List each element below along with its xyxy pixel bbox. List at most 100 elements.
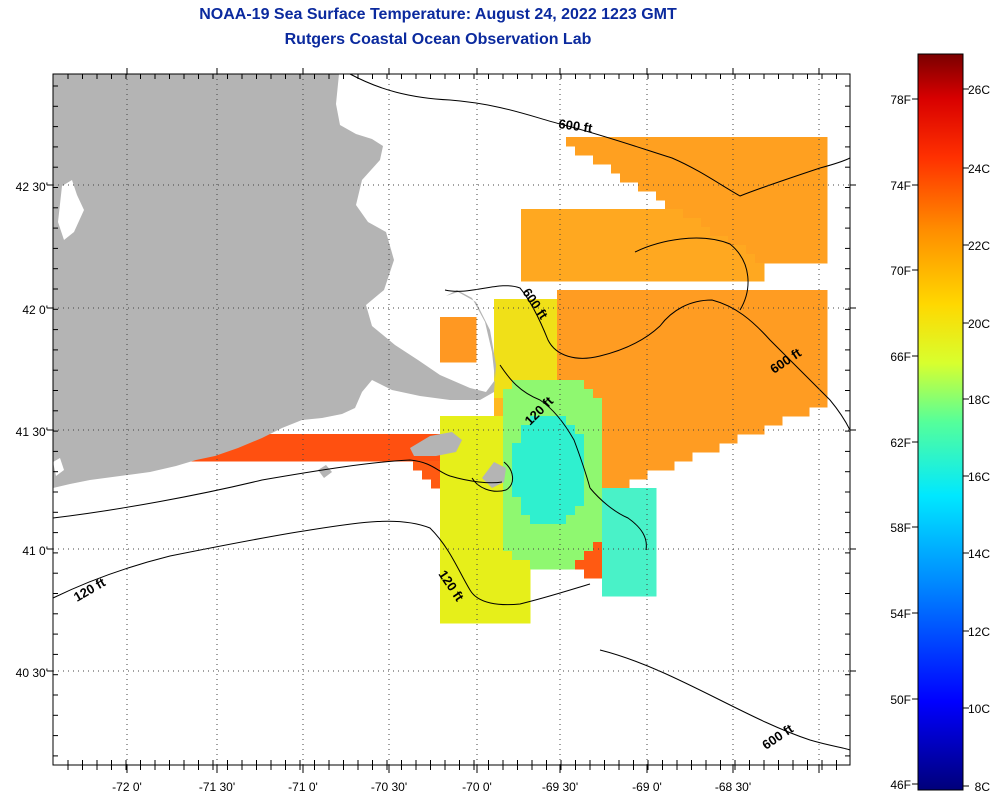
sst-cell [782, 317, 792, 327]
sst-cell [521, 218, 531, 228]
sst-cell [512, 596, 522, 606]
sst-cell [512, 389, 522, 399]
sst-cell [782, 308, 792, 318]
sst-cell [656, 227, 666, 237]
sst-cell [719, 317, 729, 327]
sst-cell [791, 299, 801, 309]
sst-cell [683, 380, 693, 390]
sst-cell [638, 254, 648, 264]
sst-cell [809, 335, 819, 345]
sst-cell [629, 308, 639, 318]
sst-cell [539, 380, 549, 390]
sst-cell [512, 569, 522, 579]
sst-cell [548, 236, 558, 246]
sst-cell [602, 533, 612, 543]
sst-cell [638, 137, 648, 147]
sst-cell [791, 389, 801, 399]
sst-cell [719, 326, 729, 336]
sst-cell [584, 398, 594, 408]
sst-cell [773, 227, 783, 237]
sst-cell [647, 344, 657, 354]
sst-cell [629, 461, 639, 471]
sst-cell [629, 353, 639, 363]
sst-cell [449, 317, 459, 327]
sst-cell [575, 290, 585, 300]
sst-cell [620, 155, 630, 165]
lat-label: 41 30' [16, 425, 48, 439]
sst-cell [530, 506, 540, 516]
sst-cell [719, 191, 729, 201]
sst-cell [773, 254, 783, 264]
sst-cell [467, 524, 477, 534]
sst-cell [503, 533, 513, 543]
sst-cell [458, 317, 468, 327]
sst-cell [521, 569, 531, 579]
sst-cell [719, 173, 729, 183]
sst-cell [728, 173, 738, 183]
sst-cell [773, 200, 783, 210]
sst-cell [674, 380, 684, 390]
sst-cell [521, 254, 531, 264]
sst-cell [620, 542, 630, 552]
sst-cell [503, 614, 513, 624]
sst-cell [809, 254, 819, 264]
sst-cell [683, 326, 693, 336]
sst-cell [602, 587, 612, 597]
sst-cell [575, 425, 585, 435]
sst-cell [476, 416, 486, 426]
sst-cell [521, 542, 531, 552]
sst-cell [773, 209, 783, 219]
sst-cell [503, 443, 513, 453]
sst-cell [521, 587, 531, 597]
sst-cell [494, 308, 504, 318]
sst-cell [620, 578, 630, 588]
sst-cell [719, 335, 729, 345]
sst-cell [620, 497, 630, 507]
sst-cell [638, 443, 648, 453]
sst-cell [539, 236, 549, 246]
sst-cell [629, 515, 639, 525]
lon-label: -71 0' [288, 780, 318, 794]
sst-cell [818, 335, 828, 345]
sst-cell [692, 137, 702, 147]
sst-cell [521, 614, 531, 624]
sst-cell [512, 299, 522, 309]
sst-cell [449, 596, 459, 606]
sst-cell [575, 497, 585, 507]
sst-cell [647, 380, 657, 390]
sst-cell [656, 236, 666, 246]
sst-cell [530, 272, 540, 282]
colorbar-c-label: 10C [968, 702, 990, 716]
sst-cell [782, 335, 792, 345]
sst-cell [611, 578, 621, 588]
sst-cell [584, 254, 594, 264]
sst-cell [611, 425, 621, 435]
sst-cell [458, 524, 468, 534]
sst-cell [593, 380, 603, 390]
sst-cell [800, 200, 810, 210]
sst-cell [665, 362, 675, 372]
sst-cell [458, 515, 468, 525]
sst-cell [755, 344, 765, 354]
sst-cell [548, 470, 558, 480]
sst-cell [458, 434, 468, 444]
sst-cell [305, 434, 315, 444]
sst-cell [629, 398, 639, 408]
sst-cell [809, 308, 819, 318]
sst-cell [530, 245, 540, 255]
sst-cell [647, 218, 657, 228]
sst-cell [674, 182, 684, 192]
sst-cell [359, 443, 369, 453]
sst-cell [629, 443, 639, 453]
sst-cell [809, 191, 819, 201]
sst-cell [422, 470, 432, 480]
sst-cell [620, 137, 630, 147]
sst-cell [557, 488, 567, 498]
sst-cell [575, 263, 585, 273]
lat-label: 42 30' [16, 180, 48, 194]
sst-cell [818, 290, 828, 300]
sst-cell [494, 587, 504, 597]
sst-cell [719, 434, 729, 444]
sst-cell [521, 578, 531, 588]
sst-cell [782, 344, 792, 354]
